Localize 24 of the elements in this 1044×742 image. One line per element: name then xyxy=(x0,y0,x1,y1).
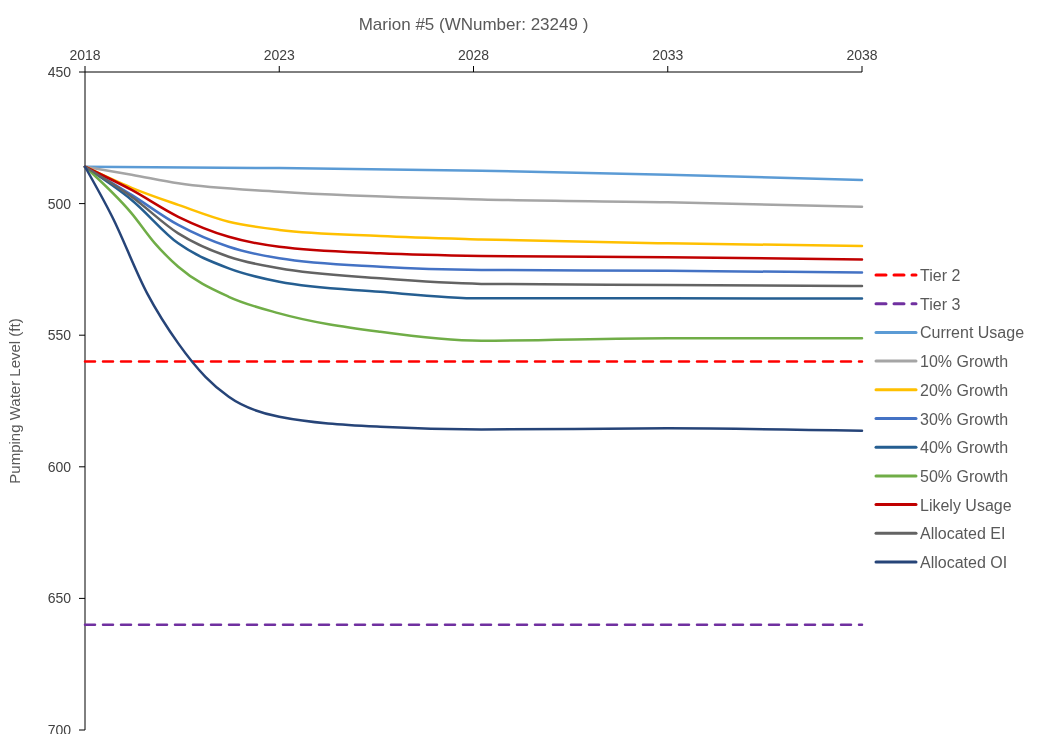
x-tick-label: 2028 xyxy=(457,47,490,63)
legend-label: Tier 2 xyxy=(920,267,961,284)
legend-label: Allocated OI xyxy=(920,554,1008,571)
y-tick-label: 500 xyxy=(47,195,72,212)
legend-label: 40% Growth xyxy=(920,439,1009,457)
y-tick-label: 550 xyxy=(47,327,72,344)
y-tick-label: 600 xyxy=(47,458,72,475)
y-tick-label: 650 xyxy=(47,590,72,607)
x-tick-label: 2033 xyxy=(652,47,684,63)
y-axis-title: Pumping Water Level (ft) xyxy=(6,318,23,484)
y-tick-label: 450 xyxy=(47,64,72,80)
legend-label: Allocated EI xyxy=(920,525,1006,543)
line-series xyxy=(83,165,864,432)
legend-label: 10% Growth xyxy=(920,353,1009,371)
legend-label: Likely Usage xyxy=(920,496,1012,514)
x-tick-label: 2038 xyxy=(846,47,878,63)
x-tick-label: 2023 xyxy=(263,47,296,63)
legend-label: 20% Growth xyxy=(920,381,1009,399)
chart-title: Marion #5 (WNumber: 23249 ) xyxy=(358,15,589,34)
x-tick-label: 2018 xyxy=(69,47,101,63)
legend-label: Tier 3 xyxy=(920,295,961,313)
legend-label: 50% Growth xyxy=(920,467,1009,485)
legend-label: Current Usage xyxy=(920,324,1025,342)
legend-label: 30% Growth xyxy=(920,410,1009,428)
